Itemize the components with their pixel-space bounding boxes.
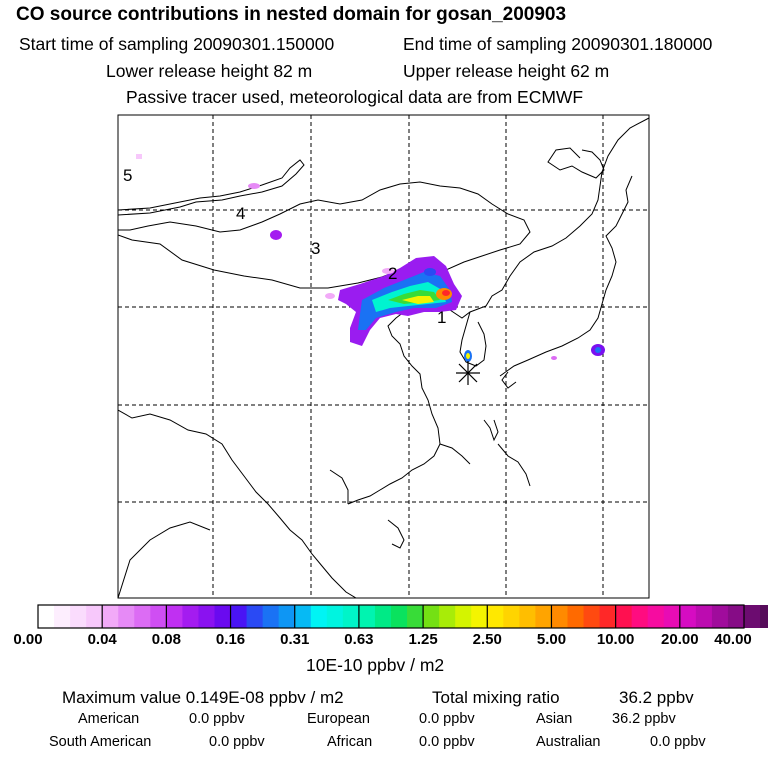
- american-label: American: [78, 711, 140, 727]
- colorbar-cell: [647, 605, 665, 628]
- end-time-label: End time of sampling 20090301.180000: [403, 34, 713, 54]
- total-mixing-ratio-value: 36.2 ppbv: [619, 688, 694, 707]
- colorbar-cell: [86, 605, 103, 628]
- south-american-value: 0.0 ppbv: [209, 734, 265, 750]
- colorbar-cell: [374, 605, 392, 628]
- colorbar-tick-label: 0.31: [280, 631, 310, 648]
- colorbar-cell: [278, 605, 296, 628]
- map-label-3: 3: [311, 239, 321, 258]
- colorbar-cell: [310, 605, 328, 628]
- australian-value: 0.0 ppbv: [650, 734, 706, 750]
- colorbar-cell: [358, 605, 376, 628]
- african-label: African: [327, 734, 373, 750]
- colorbar-cell: [54, 605, 71, 628]
- european-value: 0.0 ppbv: [419, 711, 475, 727]
- coastlines: [118, 117, 649, 598]
- colorbar-cell: [230, 605, 248, 628]
- tracer-label: Passive tracer used, meteorological data…: [126, 87, 584, 107]
- colorbar-cell: [118, 605, 135, 628]
- colorbar-cell: [711, 605, 729, 628]
- colorbar-cell: [262, 605, 280, 628]
- colorbar-cell: [503, 605, 520, 628]
- colorbar-cell: [439, 605, 456, 628]
- colorbar-frame: [37, 604, 745, 629]
- african-value: 0.0 ppbv: [419, 734, 475, 750]
- colorbar-tick-label: 20.00: [661, 631, 699, 648]
- colorbar-cell: [407, 605, 424, 628]
- colorbar-cell: [695, 605, 713, 628]
- upper-release-label: Upper release height 62 m: [403, 61, 610, 81]
- colorbar-cell: [471, 605, 488, 628]
- colorbar-cell: [519, 605, 537, 628]
- total-mixing-ratio-label: Total mixing ratio: [432, 688, 560, 707]
- colorbar-cell: [166, 605, 184, 628]
- map-label-2: 2: [388, 264, 398, 283]
- colorbar-cell: [423, 605, 440, 628]
- map-label-1: 1: [437, 308, 447, 327]
- colorbar-cell: [567, 605, 585, 628]
- colorbar-cell: [583, 605, 601, 628]
- colorbar-cell: [198, 605, 216, 628]
- colorbar-cell: [727, 605, 745, 628]
- colorbar-cell: [182, 605, 200, 628]
- colorbar-cell: [294, 605, 312, 628]
- colorbar-tick-label: 0.08: [151, 631, 181, 648]
- colorbar-separators: [101, 605, 681, 628]
- colorbar-cell: [663, 605, 681, 628]
- map-label-5: 5: [123, 166, 133, 185]
- colorbar-cell: [70, 605, 87, 628]
- colorbar-cell: [342, 605, 360, 628]
- colorbar-cell: [38, 605, 55, 628]
- colorbar-cell: [535, 605, 553, 628]
- colorbar: [38, 605, 768, 628]
- asian-label: Asian: [536, 711, 573, 727]
- colorbar-tick-label: 0.00: [13, 631, 43, 648]
- colorbar-cell: [246, 605, 264, 628]
- colorbar-cell: [455, 605, 472, 628]
- south-american-label: South American: [49, 734, 152, 750]
- colorbar-tick-label: 2.50: [472, 631, 502, 648]
- colorbar-cell: [134, 605, 151, 628]
- colorbar-cell: [551, 605, 569, 628]
- map-content: [118, 115, 649, 598]
- colorbar-cell: [615, 605, 633, 628]
- colorbar-units-label: 10E-10 ppbv / m2: [306, 655, 445, 675]
- colorbar-tick-label: 5.00: [536, 631, 567, 648]
- colorbar-cell: [631, 605, 649, 628]
- asian-value: 36.2 ppbv: [612, 711, 676, 727]
- tracer-plume: [136, 154, 605, 362]
- colorbar-cell: [599, 605, 617, 628]
- start-time-label: Start time of sampling 20090301.150000: [19, 34, 335, 54]
- european-label: European: [307, 711, 370, 727]
- chart-title: CO source contributions in nested domain…: [16, 4, 567, 25]
- australian-label: Australian: [536, 734, 601, 750]
- colorbar-cell: [326, 605, 344, 628]
- colorbar-cell: [150, 605, 167, 628]
- map-frame: [117, 114, 650, 599]
- colorbar-cell: [744, 605, 761, 628]
- american-value: 0.0 ppbv: [189, 711, 245, 727]
- maximum-value-label: Maximum value 0.149E-08 ppbv / m2: [62, 688, 344, 707]
- colorbar-tick-label: 0.04: [87, 631, 117, 648]
- colorbar-tick-label: 40.00: [714, 631, 752, 648]
- colorbar-cell: [487, 605, 504, 628]
- colorbar-tick-label: 1.25: [408, 631, 438, 648]
- receptor-star-icon: [456, 361, 480, 385]
- colorbar-tick-label: 10.00: [596, 631, 635, 648]
- colorbar-cell: [214, 605, 232, 628]
- colorbar-cell: [102, 605, 119, 628]
- lower-release-label: Lower release height 82 m: [106, 61, 313, 81]
- map-grid: [118, 115, 649, 598]
- colorbar-cell: [391, 605, 408, 628]
- colorbar-tick-label: 0.16: [215, 631, 246, 648]
- colorbar-cell: [679, 605, 697, 628]
- colorbar-cell: [760, 605, 768, 628]
- map-label-4: 4: [236, 204, 246, 223]
- colorbar-tick-label: 0.63: [344, 631, 374, 648]
